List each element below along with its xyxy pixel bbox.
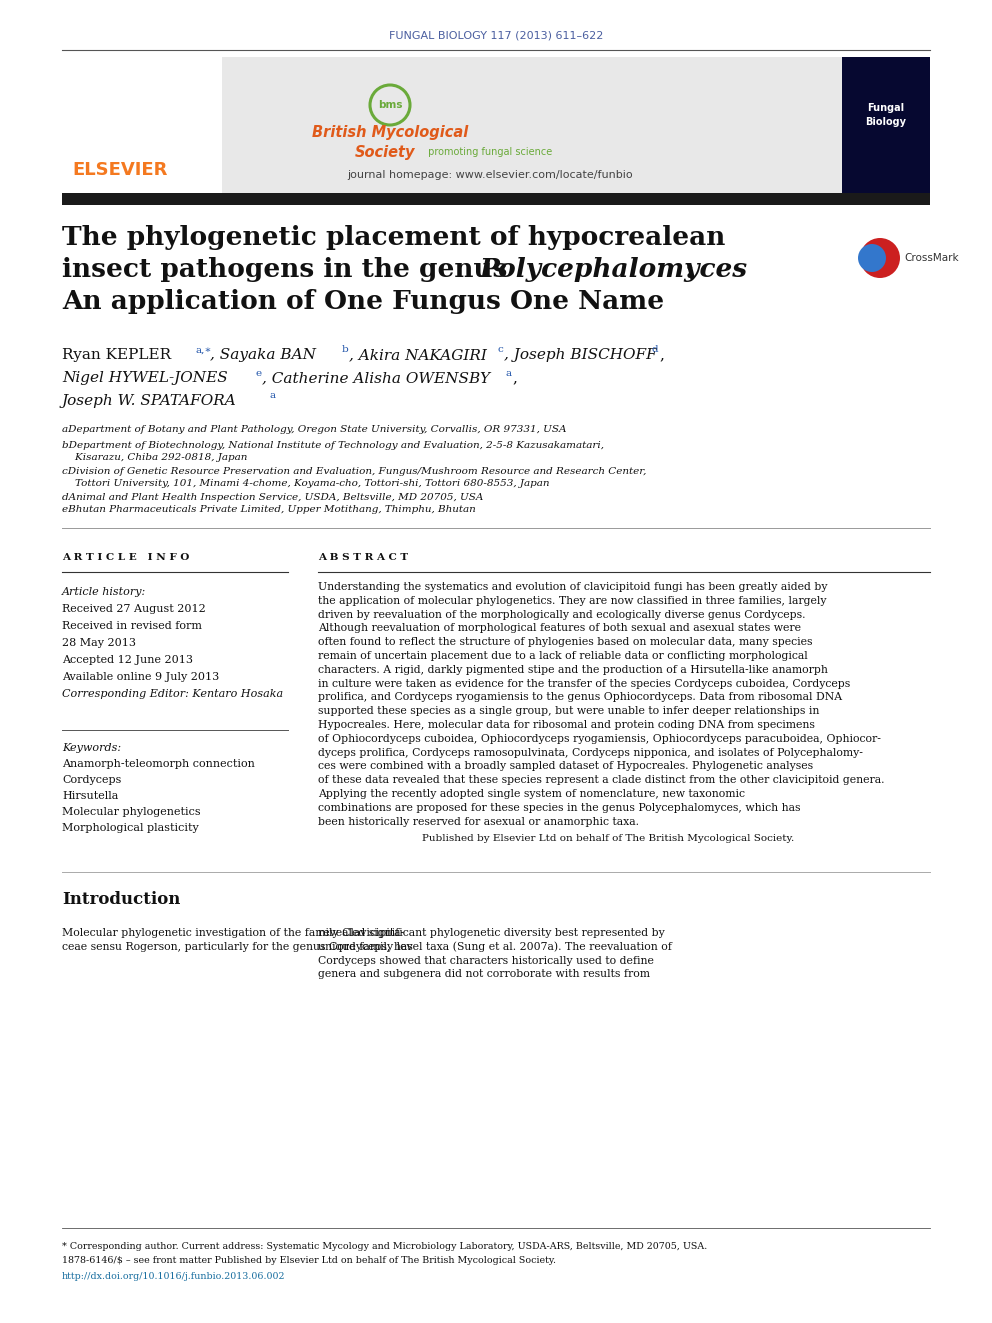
Text: http://dx.doi.org/10.1016/j.funbio.2013.06.002: http://dx.doi.org/10.1016/j.funbio.2013.… bbox=[62, 1271, 286, 1281]
Text: Article history:: Article history: bbox=[62, 587, 146, 597]
Text: of Ophiocordyceps cuboidea, Ophiocordyceps ryogamiensis, Ophiocordyceps paracubo: of Ophiocordyceps cuboidea, Ophiocordyce… bbox=[318, 734, 881, 744]
Text: cDivision of Genetic Resource Preservation and Evaluation, Fungus/Mushroom Resou: cDivision of Genetic Resource Preservati… bbox=[62, 467, 647, 475]
Text: ,: , bbox=[659, 348, 664, 363]
Text: the application of molecular phylogenetics. They are now classified in three fam: the application of molecular phylogeneti… bbox=[318, 595, 826, 606]
Text: FUNGAL BIOLOGY 117 (2013) 611–622: FUNGAL BIOLOGY 117 (2013) 611–622 bbox=[389, 30, 603, 41]
Text: Nigel HYWEL-JONES: Nigel HYWEL-JONES bbox=[62, 370, 228, 385]
Text: dyceps prolifica, Cordyceps ramosopulvinata, Cordyceps nipponica, and isolates o: dyceps prolifica, Cordyceps ramosopulvin… bbox=[318, 747, 863, 758]
Text: of these data revealed that these species represent a clade distinct from the ot: of these data revealed that these specie… bbox=[318, 775, 885, 785]
Bar bbox=[62, 193, 930, 205]
Text: been historically reserved for asexual or anamorphic taxa.: been historically reserved for asexual o… bbox=[318, 816, 639, 827]
Text: , Catherine Alisha OWENSBY: , Catherine Alisha OWENSBY bbox=[262, 370, 490, 385]
Bar bbox=[842, 57, 930, 194]
Text: ceae sensu Rogerson, particularly for the genus Cordyceps, has: ceae sensu Rogerson, particularly for th… bbox=[62, 942, 413, 951]
Bar bbox=[192, 57, 892, 194]
Text: 28 May 2013: 28 May 2013 bbox=[62, 638, 136, 648]
Text: remain of uncertain placement due to a lack of reliable data or conflicting morp: remain of uncertain placement due to a l… bbox=[318, 651, 807, 662]
Text: e: e bbox=[255, 369, 261, 377]
Text: Received 27 August 2012: Received 27 August 2012 bbox=[62, 605, 205, 614]
Text: unique family level taxa (Sung et al. 2007a). The reevaluation of: unique family level taxa (Sung et al. 20… bbox=[318, 942, 672, 953]
Text: Kisarazu, Chiba 292-0818, Japan: Kisarazu, Chiba 292-0818, Japan bbox=[62, 454, 247, 463]
Text: :: : bbox=[685, 258, 694, 283]
Text: Morphological plasticity: Morphological plasticity bbox=[62, 823, 198, 833]
Text: Although reevaluation of morphological features of both sexual and asexual state: Although reevaluation of morphological f… bbox=[318, 623, 801, 634]
Text: insect pathogens in the genus: insect pathogens in the genus bbox=[62, 258, 517, 283]
Text: d: d bbox=[652, 345, 659, 355]
Text: revealed significant phylogenetic diversity best represented by: revealed significant phylogenetic divers… bbox=[318, 927, 665, 938]
Text: promoting fungal science: promoting fungal science bbox=[425, 147, 553, 157]
Text: The phylogenetic placement of hypocrealean: The phylogenetic placement of hypocreale… bbox=[62, 225, 725, 250]
Text: a,∗: a,∗ bbox=[195, 345, 211, 355]
Text: a: a bbox=[505, 369, 511, 377]
Text: journal homepage: www.elsevier.com/locate/funbio: journal homepage: www.elsevier.com/locat… bbox=[347, 169, 633, 180]
Text: * Corresponding author. Current address: Systematic Mycology and Microbiology La: * Corresponding author. Current address:… bbox=[62, 1242, 707, 1252]
Text: Accepted 12 June 2013: Accepted 12 June 2013 bbox=[62, 655, 193, 665]
Text: CrossMark: CrossMark bbox=[904, 253, 958, 263]
Text: Joseph W. SPATAFORA: Joseph W. SPATAFORA bbox=[62, 394, 237, 407]
Text: Hirsutella: Hirsutella bbox=[62, 791, 118, 800]
Text: , Akira NAKAGIRI: , Akira NAKAGIRI bbox=[349, 348, 487, 363]
Text: Tottori University, 101, Minami 4-chome, Koyama-cho, Tottori-shi, Tottori 680-85: Tottori University, 101, Minami 4-chome,… bbox=[62, 479, 550, 488]
Text: in culture were taken as evidence for the transfer of the species Cordyceps cubo: in culture were taken as evidence for th… bbox=[318, 679, 850, 688]
Text: ELSEVIER: ELSEVIER bbox=[72, 161, 168, 179]
Circle shape bbox=[860, 238, 900, 278]
Text: aDepartment of Botany and Plant Pathology, Oregon State University, Corvallis, O: aDepartment of Botany and Plant Patholog… bbox=[62, 426, 566, 434]
Text: Introduction: Introduction bbox=[62, 892, 181, 909]
Text: 1878-6146/$ – see front matter Published by Elsevier Ltd on behalf of The Britis: 1878-6146/$ – see front matter Published… bbox=[62, 1256, 556, 1265]
Text: supported these species as a single group, but were unable to infer deeper relat: supported these species as a single grou… bbox=[318, 706, 819, 716]
Text: combinations are proposed for these species in the genus Polycephalomyces, which: combinations are proposed for these spec… bbox=[318, 803, 801, 812]
Text: Society: Society bbox=[355, 144, 416, 160]
Text: bms: bms bbox=[378, 101, 402, 110]
Text: Received in revised form: Received in revised form bbox=[62, 620, 202, 631]
Text: bDepartment of Biotechnology, National Institute of Technology and Evaluation, 2: bDepartment of Biotechnology, National I… bbox=[62, 441, 604, 450]
Text: An application of One Fungus One Name: An application of One Fungus One Name bbox=[62, 290, 664, 315]
Text: ces were combined with a broadly sampled dataset of Hypocreales. Phylogenetic an: ces were combined with a broadly sampled… bbox=[318, 762, 813, 771]
Text: Molecular phylogenetics: Molecular phylogenetics bbox=[62, 807, 200, 818]
Circle shape bbox=[858, 243, 886, 273]
Text: A R T I C L E   I N F O: A R T I C L E I N F O bbox=[62, 553, 189, 562]
Text: British Mycological: British Mycological bbox=[311, 126, 468, 140]
Text: ,: , bbox=[512, 370, 517, 385]
Text: , Sayaka BAN: , Sayaka BAN bbox=[210, 348, 316, 363]
Text: dAnimal and Plant Health Inspection Service, USDA, Beltsville, MD 20705, USA: dAnimal and Plant Health Inspection Serv… bbox=[62, 492, 483, 501]
Text: Fungal
Biology: Fungal Biology bbox=[865, 103, 907, 127]
Text: driven by reevaluation of the morphologically and ecologically diverse genus Cor: driven by reevaluation of the morphologi… bbox=[318, 610, 806, 619]
Text: , Joseph BISCHOFF: , Joseph BISCHOFF bbox=[504, 348, 657, 363]
Text: Polycephalomyces: Polycephalomyces bbox=[480, 258, 748, 283]
Text: Applying the recently adopted single system of nomenclature, new taxonomic: Applying the recently adopted single sys… bbox=[318, 789, 745, 799]
Text: Cordyceps: Cordyceps bbox=[62, 775, 121, 785]
Text: a: a bbox=[269, 392, 275, 401]
Text: A B S T R A C T: A B S T R A C T bbox=[318, 553, 408, 562]
Text: c: c bbox=[497, 345, 503, 355]
Text: Hypocreales. Here, molecular data for ribosomal and protein coding DNA from spec: Hypocreales. Here, molecular data for ri… bbox=[318, 720, 814, 730]
Text: often found to reflect the structure of phylogenies based on molecular data, man: often found to reflect the structure of … bbox=[318, 638, 812, 647]
Bar bbox=[62, 57, 222, 194]
Text: Published by Elsevier Ltd on behalf of The British Mycological Society.: Published by Elsevier Ltd on behalf of T… bbox=[422, 835, 795, 843]
Text: Understanding the systematics and evolution of clavicipitoid fungi has been grea: Understanding the systematics and evolut… bbox=[318, 582, 827, 591]
Text: Available online 9 July 2013: Available online 9 July 2013 bbox=[62, 672, 219, 681]
Text: Molecular phylogenetic investigation of the family Clavicipita-: Molecular phylogenetic investigation of … bbox=[62, 927, 404, 938]
Text: b: b bbox=[342, 345, 349, 355]
Text: genera and subgenera did not corroborate with results from: genera and subgenera did not corroborate… bbox=[318, 970, 650, 979]
Text: Cordyceps showed that characters historically used to define: Cordyceps showed that characters histori… bbox=[318, 955, 654, 966]
Text: characters. A rigid, darkly pigmented stipe and the production of a Hirsutella-l: characters. A rigid, darkly pigmented st… bbox=[318, 664, 828, 675]
Text: Ryan KEPLER: Ryan KEPLER bbox=[62, 348, 172, 363]
Text: eBhutan Pharmaceuticals Private Limited, Upper Motithang, Thimphu, Bhutan: eBhutan Pharmaceuticals Private Limited,… bbox=[62, 505, 476, 515]
Text: Anamorph-teleomorph connection: Anamorph-teleomorph connection bbox=[62, 759, 255, 769]
Text: Keywords:: Keywords: bbox=[62, 744, 121, 753]
Text: prolifica, and Cordyceps ryogamiensis to the genus Ophiocordyceps. Data from rib: prolifica, and Cordyceps ryogamiensis to… bbox=[318, 692, 842, 703]
Text: Corresponding Editor: Kentaro Hosaka: Corresponding Editor: Kentaro Hosaka bbox=[62, 689, 283, 699]
